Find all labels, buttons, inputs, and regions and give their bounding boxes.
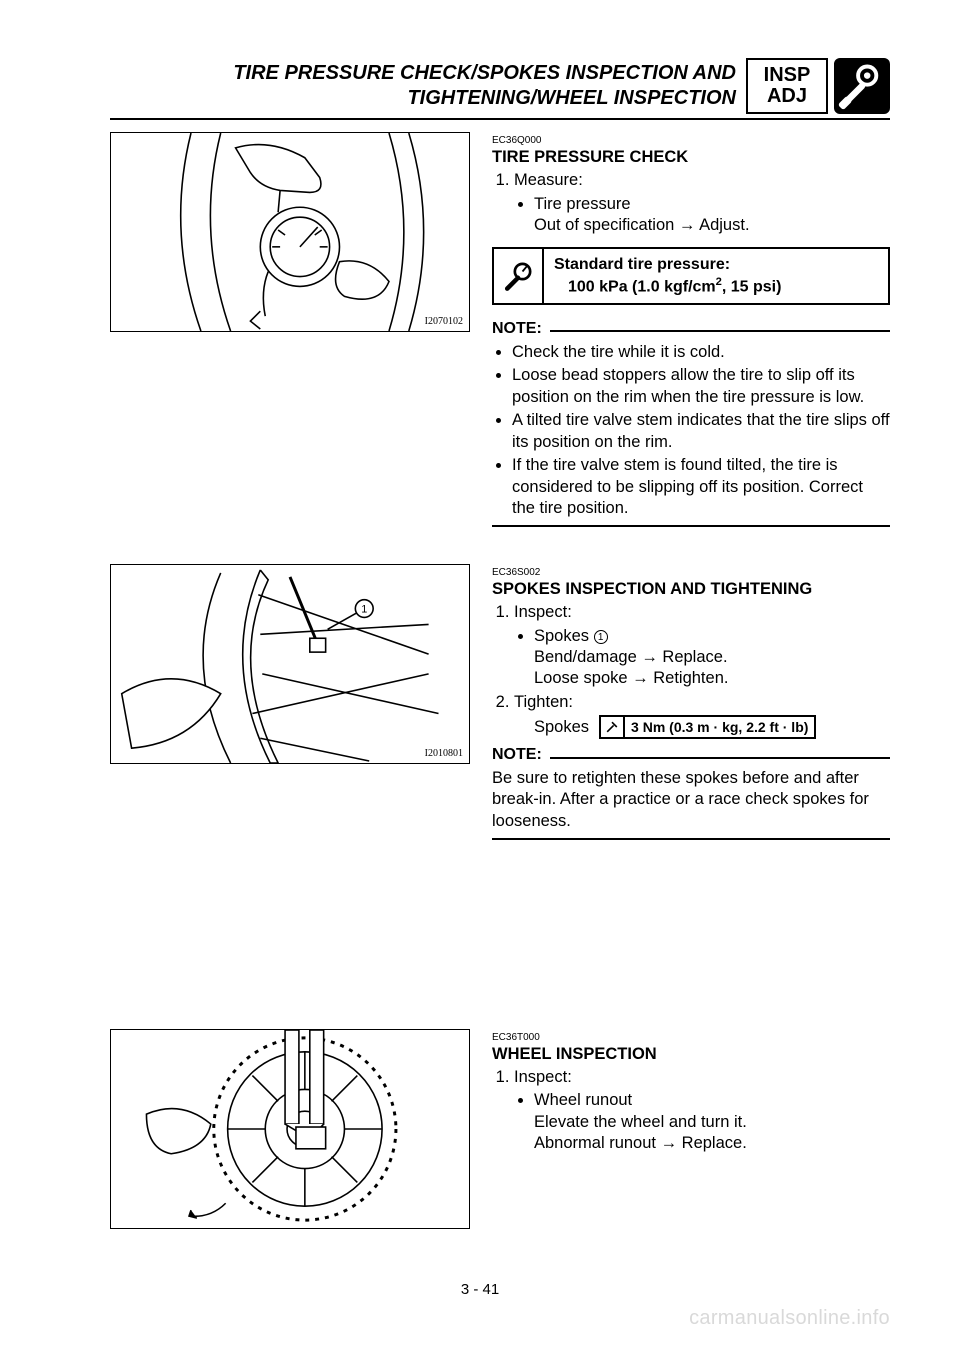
torque-value: 3 Nm (0.3 m · kg, 2.2 ft · lb) bbox=[625, 718, 814, 736]
callout-1-icon: 1 bbox=[594, 630, 608, 644]
figure-tire-gauge: I2070102 bbox=[110, 132, 470, 332]
step-label: Tighten: bbox=[514, 693, 573, 711]
step-item: Spokes bbox=[534, 717, 589, 738]
step-line: Elevate the wheel and turn it. bbox=[534, 1113, 747, 1131]
badge-line1: INSP bbox=[764, 65, 811, 86]
spec-v1: 100 kPa (1.0 kgf/cm bbox=[568, 278, 716, 295]
procedure-list: Inspect: Spokes 1 Bend/damage → Replace.… bbox=[492, 602, 890, 739]
step-item: Wheel runout bbox=[534, 1091, 632, 1109]
procedure-list: Measure: Tire pressure Out of specificat… bbox=[492, 170, 890, 236]
note-label: NOTE: bbox=[492, 319, 542, 340]
page-title: TIRE PRESSURE CHECK/SPOKES INSPECTION AN… bbox=[110, 61, 740, 111]
spec-v2: , 15 psi) bbox=[722, 278, 782, 295]
note-end-rule bbox=[492, 525, 890, 527]
section-badge: INSP ADJ bbox=[746, 58, 828, 114]
figure-spokes: 1 I2010801 bbox=[110, 564, 470, 764]
tire-gauge-illustration bbox=[111, 133, 469, 331]
note-text: Be sure to retighten these spokes before… bbox=[492, 768, 890, 832]
step-line: Loose spoke → Retighten. bbox=[534, 669, 728, 687]
section-wheel: EC36T000 WHEEL INSPECTION Inspect: Wheel… bbox=[110, 1029, 890, 1247]
section-heading: SPOKES INSPECTION AND TIGHTENING bbox=[492, 579, 890, 600]
manual-page: TIRE PRESSURE CHECK/SPOKES INSPECTION AN… bbox=[0, 0, 960, 1358]
step-label: Inspect: bbox=[514, 603, 572, 621]
gauge-icon bbox=[494, 249, 544, 303]
step-line: Bend/damage → Replace. bbox=[534, 648, 728, 666]
note-item: Check the tire while it is cold. bbox=[512, 342, 890, 363]
figure-id: I2070102 bbox=[425, 316, 463, 327]
step-result: Out of specification → Adjust. bbox=[534, 216, 750, 234]
note-end-rule bbox=[492, 838, 890, 840]
note-heading: NOTE: bbox=[492, 745, 890, 766]
section-spokes: 1 I2010801 EC36S002 SPOKES INSPECTION AN… bbox=[110, 564, 890, 849]
watermark: carmanualsonline.info bbox=[689, 1307, 890, 1330]
step-item: Tire pressure bbox=[534, 195, 631, 213]
spec-text: Standard tire pressure: 100 kPa (1.0 kgf… bbox=[544, 249, 791, 303]
note-item: Loose bead stoppers allow the tire to sl… bbox=[512, 365, 890, 408]
note-heading: NOTE: bbox=[492, 319, 890, 340]
note-item: If the tire valve stem is found tilted, … bbox=[512, 455, 890, 519]
step-label: Measure: bbox=[514, 171, 583, 189]
badge-line2: ADJ bbox=[767, 86, 807, 107]
wrench-target-icon bbox=[836, 60, 888, 112]
wheel-illustration bbox=[111, 1030, 469, 1228]
spec-label: Standard tire pressure: bbox=[554, 256, 730, 273]
spokes-illustration: 1 bbox=[111, 565, 469, 763]
note-list: Check the tire while it is cold. Loose b… bbox=[492, 342, 890, 520]
procedure-list: Inspect: Wheel runout Elevate the wheel … bbox=[492, 1067, 890, 1155]
page-header: TIRE PRESSURE CHECK/SPOKES INSPECTION AN… bbox=[110, 58, 890, 114]
section-heading: TIRE PRESSURE CHECK bbox=[492, 147, 890, 168]
svg-text:1: 1 bbox=[361, 603, 367, 615]
torque-spec: 3 Nm (0.3 m · kg, 2.2 ft · lb) bbox=[599, 715, 816, 739]
note-item: A tilted tire valve stem indicates that … bbox=[512, 410, 890, 453]
header-divider bbox=[110, 118, 890, 120]
section-heading: WHEEL INSPECTION bbox=[492, 1044, 890, 1065]
spec-callout: Standard tire pressure: 100 kPa (1.0 kgf… bbox=[492, 247, 890, 305]
figure-id: I2010801 bbox=[425, 748, 463, 759]
page-number: 3 - 41 bbox=[0, 1281, 960, 1298]
step-item: Spokes bbox=[534, 627, 589, 645]
section-tire-pressure: I2070102 EC36Q000 TIRE PRESSURE CHECK Me… bbox=[110, 132, 890, 536]
section-code: EC36T000 bbox=[492, 1031, 890, 1044]
section-code: EC36Q000 bbox=[492, 134, 890, 147]
section-code: EC36S002 bbox=[492, 566, 890, 579]
section-icon bbox=[834, 58, 890, 114]
figure-wheel bbox=[110, 1029, 470, 1229]
step-line: Abnormal runout → Replace. bbox=[534, 1134, 747, 1152]
torque-icon bbox=[601, 717, 625, 737]
step-label: Inspect: bbox=[514, 1068, 572, 1086]
note-label: NOTE: bbox=[492, 745, 542, 766]
